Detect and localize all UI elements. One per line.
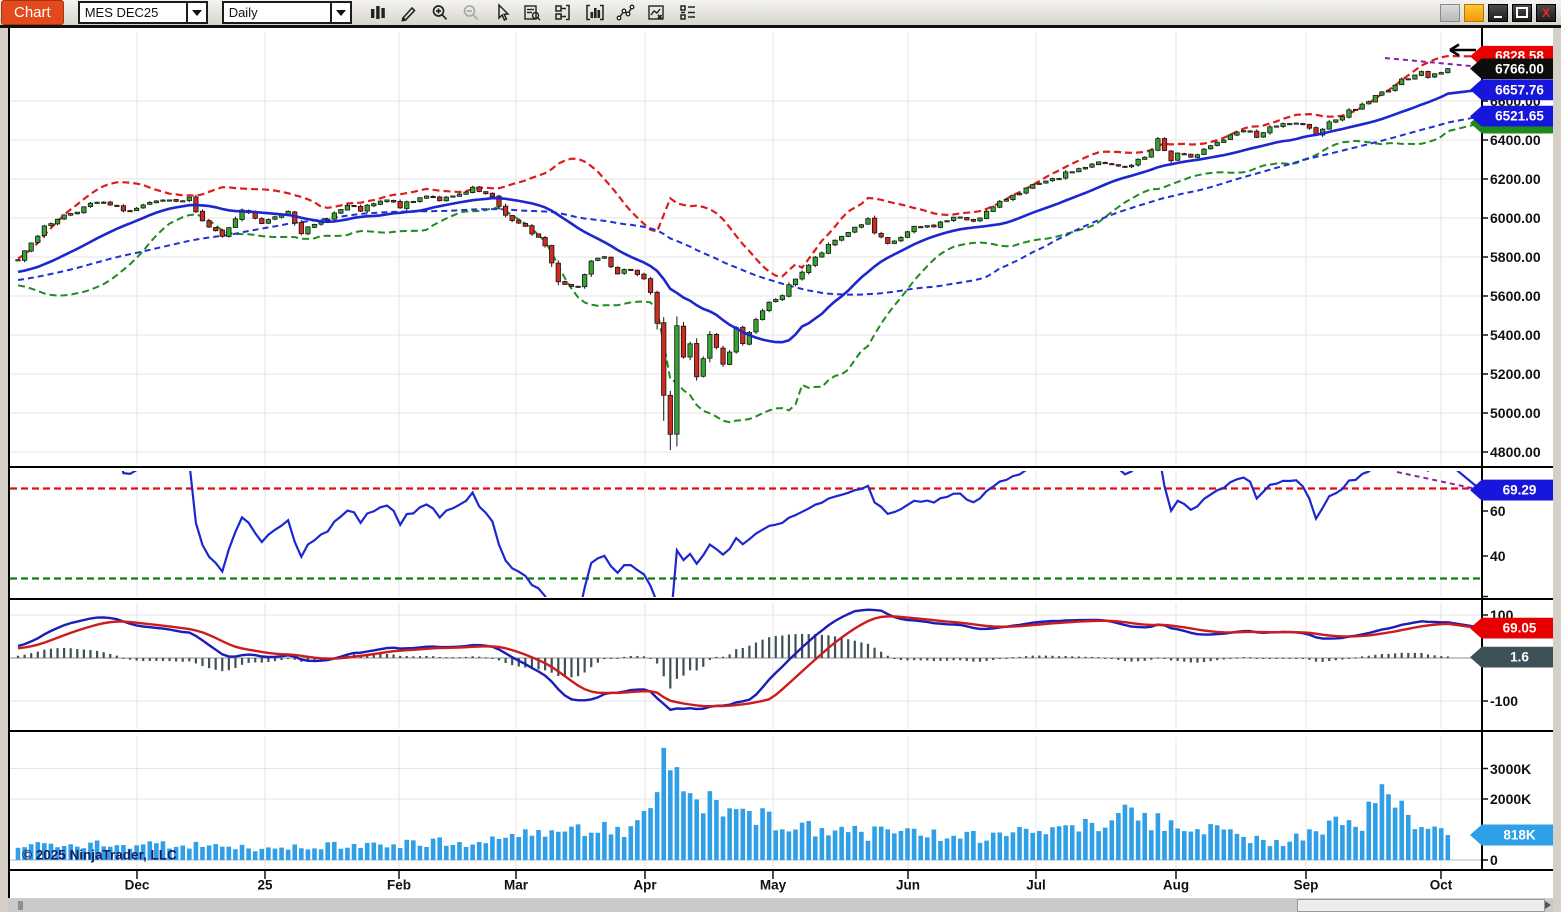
macd-axis-label: -100 <box>1490 693 1519 709</box>
price-axis-label: 5800.00 <box>1490 249 1541 265</box>
maximize-icon <box>1516 7 1528 18</box>
panel-separator-rsi-macd[interactable] <box>8 598 1553 600</box>
drawing-tools-icon[interactable] <box>397 2 421 23</box>
rsi-axis-label: 60 <box>1490 503 1506 519</box>
price-axis-label: 5000.00 <box>1490 405 1541 421</box>
toolbar: Chart MES DEC25 Daily <box>0 0 1561 25</box>
interval-dropdown-arrow[interactable] <box>329 3 350 22</box>
price-axis-border <box>1481 28 1483 869</box>
price-panel <box>15 54 1482 451</box>
macd-panel <box>16 608 1482 712</box>
minimize-icon <box>1494 15 1502 18</box>
gridlines <box>10 31 1481 868</box>
price-axis-label: 4800.00 <box>1490 444 1541 460</box>
rsi-value-tag: 69.29 <box>1470 479 1561 501</box>
time-axis-label: Jun <box>895 877 921 893</box>
price-axis-label: 5600.00 <box>1490 288 1541 304</box>
rsi-panel <box>10 471 1482 597</box>
toolbar-icons <box>366 2 700 23</box>
chart-left-border <box>8 28 10 898</box>
price-axis-label: 5200.00 <box>1490 366 1541 382</box>
minimize-button[interactable] <box>1488 3 1508 22</box>
window-title: Chart <box>1 0 64 25</box>
cursor-icon[interactable] <box>490 2 514 23</box>
instrument-indicator-button[interactable] <box>1440 3 1460 22</box>
candlesticks <box>15 68 1451 451</box>
window-controls: X <box>1440 3 1556 22</box>
drawing-line-icon[interactable] <box>614 2 638 23</box>
link-button[interactable] <box>1464 3 1484 22</box>
time-axis-label: Aug <box>1162 877 1190 893</box>
time-axis-label: May <box>759 877 787 893</box>
time-axis-label: Sep <box>1293 877 1319 893</box>
price-axis-label: 6400.00 <box>1490 132 1541 148</box>
close-icon: X <box>1541 5 1550 20</box>
price-axis-label: 6200.00 <box>1490 171 1541 187</box>
copyright-text: © 2025 NinjaTrader, LLC <box>22 847 177 863</box>
time-axis-label: Mar <box>503 877 529 893</box>
indicators-icon[interactable] <box>583 2 607 23</box>
panel-separator-macd-volume[interactable] <box>8 730 1553 732</box>
volume-panel <box>15 747 1451 860</box>
scrollbar-thumb[interactable] <box>1297 899 1545 912</box>
instrument-value: MES DEC25 <box>84 5 159 20</box>
window-title-label: Chart <box>14 4 51 21</box>
macd-histogram-tag: 1.6 <box>1470 646 1561 668</box>
price-axis-label: 5400.00 <box>1490 327 1541 343</box>
instrument-dropdown[interactable]: MES DEC25 <box>77 1 208 24</box>
time-axis-label: Jul <box>1026 877 1046 893</box>
time-axis-label: 25 <box>257 877 273 893</box>
interval-value: Daily <box>228 5 258 20</box>
volume-axis-label: 2000K <box>1490 791 1532 807</box>
macd-signal-tag: 69.05 <box>1470 617 1561 639</box>
volume-value-tag: 818K <box>1470 824 1561 846</box>
sma20-tag: 6657.76 <box>1470 79 1561 101</box>
zoom-in-icon[interactable] <box>428 2 452 23</box>
time-axis-label: Oct <box>1429 877 1453 893</box>
properties-icon[interactable] <box>676 2 700 23</box>
last-price-tag: 6766.00 <box>1470 58 1561 80</box>
volume-axis-label: 0 <box>1490 852 1498 868</box>
data-box-icon[interactable] <box>521 2 545 23</box>
last-price-arrow <box>1449 43 1476 57</box>
scrollbar-right-arrow-icon[interactable] <box>1545 901 1551 909</box>
scrollbar-left-nub[interactable] <box>18 901 23 910</box>
right-margin <box>1553 28 1561 912</box>
price-axis-label: 6000.00 <box>1490 210 1541 226</box>
price-projection <box>1384 57 1482 68</box>
time-axis-label: Dec <box>124 877 150 893</box>
time-axis-label: Apr <box>633 877 657 893</box>
rsi-axis-label: 40 <box>1490 548 1506 564</box>
maximize-button[interactable] <box>1512 3 1532 22</box>
toolbar-separator <box>0 25 1561 28</box>
instrument-dropdown-arrow[interactable] <box>185 3 206 22</box>
horizontal-scrollbar[interactable] <box>8 899 1553 912</box>
sma50-tag: 6521.65 <box>1470 105 1561 127</box>
panel-separator-volume-axis <box>8 869 1553 871</box>
zoom-out-icon <box>459 2 483 23</box>
chart-style-icon[interactable] <box>366 2 390 23</box>
time-axis-label: Feb <box>386 877 412 893</box>
close-button[interactable]: X <box>1536 3 1556 22</box>
strategies-icon[interactable] <box>645 2 669 23</box>
volume-axis-label: 3000K <box>1490 760 1532 777</box>
panel-separator-price-rsi[interactable] <box>8 466 1553 468</box>
chart-trader-icon[interactable] <box>552 2 576 23</box>
interval-dropdown[interactable]: Daily <box>221 1 352 24</box>
